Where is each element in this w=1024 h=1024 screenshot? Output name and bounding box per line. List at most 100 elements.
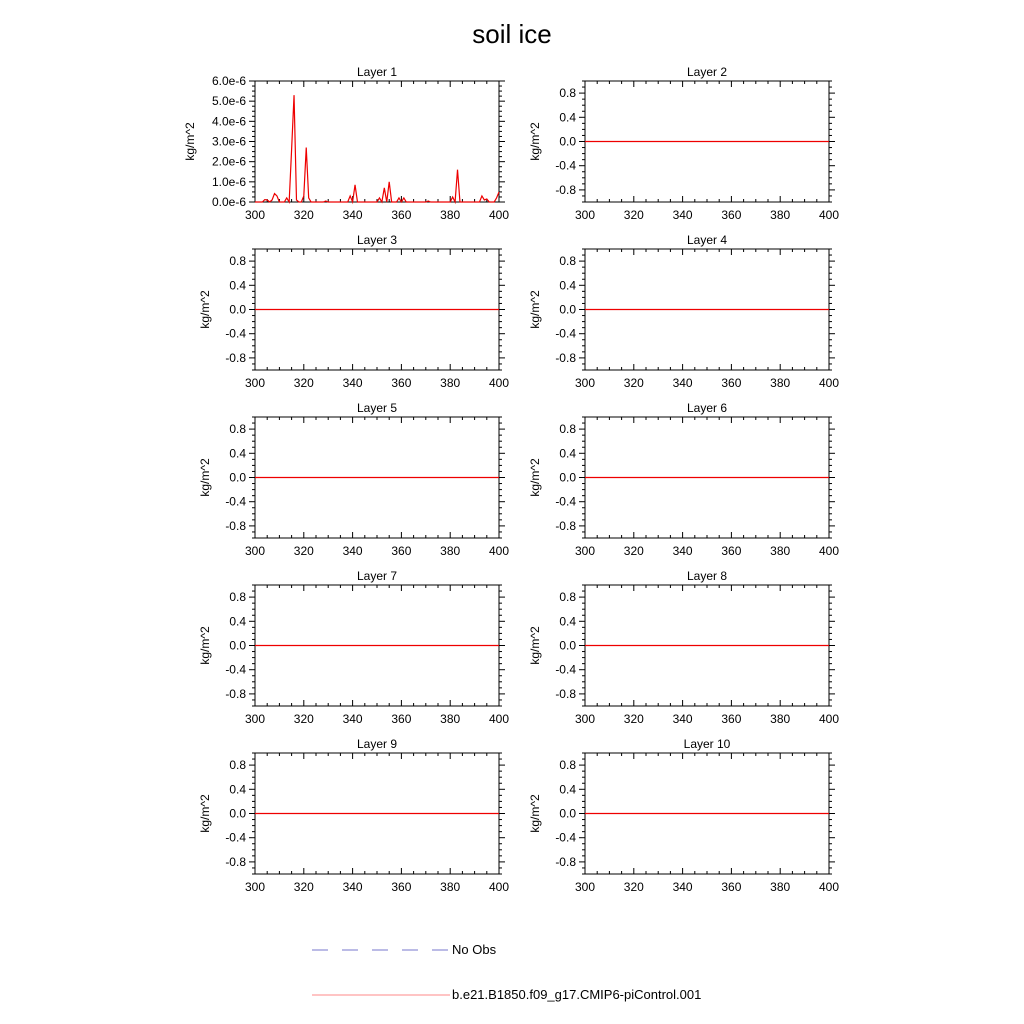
panel-layer-8: Layer 8 300 320 340 360 380 400 0.8 0.4 0.0 -0.4 -0… (528, 569, 839, 726)
panel-layer-4: Layer 4 300 320 340 360 380 400 0.8 0.4 0.0 -0.4 -0… (528, 233, 839, 390)
x-tick-label-layer-5: 360 (391, 544, 411, 558)
y-tick-label-layer-8: -0.4 (555, 663, 576, 677)
y-tick-label-layer-5: 0.4 (229, 446, 246, 460)
panel-title-layer-2: Layer 2 (687, 65, 727, 79)
x-tick-label-layer-3: 320 (294, 376, 314, 390)
x-tick-label-layer-9: 400 (489, 880, 509, 894)
x-tick-label-layer-4: 320 (624, 376, 644, 390)
panel-title-layer-4: Layer 4 (687, 233, 727, 247)
x-tick-label-layer-3: 360 (391, 376, 411, 390)
x-tick-label-layer-8: 340 (673, 712, 693, 726)
panel-title-layer-3: Layer 3 (357, 233, 397, 247)
x-tick-label-layer-3: 340 (343, 376, 363, 390)
y-axis-label-layer-9: kg/m^2 (198, 794, 212, 833)
x-tick-label-layer-4: 380 (770, 376, 790, 390)
panel-layer-5: Layer 5 300 320 340 360 380 400 0.8 0.4 0.0 -0.4 -0… (198, 401, 509, 558)
x-tick-label-layer-3: 380 (440, 376, 460, 390)
panel-layer-9: Layer 9 300 320 340 360 380 400 0.8 0.4 0.0 -0.4 -0… (198, 737, 509, 894)
panel-layer-6: Layer 6 300 320 340 360 380 400 0.8 0.4 0.0 -0.4 -0… (528, 401, 839, 558)
panel-title-layer-6: Layer 6 (687, 401, 727, 415)
y-axis-label-layer-3: kg/m^2 (198, 290, 212, 329)
y-tick-label-layer-10: -0.4 (555, 831, 576, 845)
y-tick-label-layer-5: -0.4 (225, 495, 246, 509)
x-tick-label-layer-1: 340 (343, 208, 363, 222)
panel-layer-2: Layer 2 300 320 340 360 380 400 0.8 0.4 0.0 -0.4 -0… (528, 65, 839, 222)
y-tick-label-layer-2: 0.0 (559, 135, 576, 149)
x-tick-label-layer-2: 300 (575, 208, 595, 222)
y-tick-label-layer-10: 0.8 (559, 758, 576, 772)
y-tick-label-layer-8: -0.8 (555, 687, 576, 701)
x-tick-label-layer-4: 300 (575, 376, 595, 390)
panel-title-layer-9: Layer 9 (357, 737, 397, 751)
y-tick-label-layer-4: 0.8 (559, 254, 576, 268)
x-tick-label-layer-9: 340 (343, 880, 363, 894)
y-axis-label-layer-6: kg/m^2 (528, 458, 542, 497)
y-axis-label-layer-1: kg/m^2 (183, 122, 197, 161)
x-tick-label-layer-10: 400 (819, 880, 839, 894)
y-tick-label-layer-6: -0.4 (555, 495, 576, 509)
legend-item-model: b.e21.B1850.f09_g17.CMIP6-piControl.001 (312, 987, 701, 1002)
x-tick-label-layer-4: 340 (673, 376, 693, 390)
x-tick-label-layer-3: 400 (489, 376, 509, 390)
y-tick-label-layer-9: 0.4 (229, 782, 246, 796)
y-tick-label-layer-7: 0.8 (229, 590, 246, 604)
x-tick-label-layer-5: 400 (489, 544, 509, 558)
x-tick-label-layer-10: 360 (721, 880, 741, 894)
x-tick-label-layer-4: 400 (819, 376, 839, 390)
x-tick-label-layer-2: 380 (770, 208, 790, 222)
y-tick-label-layer-1: 2.0e-6 (212, 155, 246, 169)
y-tick-label-layer-6: 0.0 (559, 471, 576, 485)
y-tick-label-layer-6: 0.4 (559, 446, 576, 460)
panel-layer-3: Layer 3 300 320 340 360 380 400 0.8 0.4 0.0 -0.4 -0… (198, 233, 509, 390)
y-tick-label-layer-10: -0.8 (555, 855, 576, 869)
y-tick-label-layer-4: -0.8 (555, 351, 576, 365)
y-tick-label-layer-1: 4.0e-6 (212, 114, 246, 128)
figure-title: soil ice (472, 19, 551, 49)
panel-title-layer-8: Layer 8 (687, 569, 727, 583)
x-tick-label-layer-8: 320 (624, 712, 644, 726)
y-tick-label-layer-10: 0.4 (559, 782, 576, 796)
panel-grid: Layer 1 300 320 340 360 380 400 0.0e-6 1.0e-6 2.0… (183, 65, 839, 894)
x-tick-label-layer-8: 300 (575, 712, 595, 726)
x-tick-label-layer-6: 360 (721, 544, 741, 558)
x-tick-label-layer-8: 400 (819, 712, 839, 726)
legend-label-no-obs: No Obs (452, 942, 497, 957)
y-axis-label-layer-7: kg/m^2 (198, 626, 212, 665)
x-tick-label-layer-8: 380 (770, 712, 790, 726)
y-tick-label-layer-7: 0.0 (229, 639, 246, 653)
y-axis-label-layer-4: kg/m^2 (528, 290, 542, 329)
x-tick-label-layer-7: 340 (343, 712, 363, 726)
panel-title-layer-10: Layer 10 (684, 737, 731, 751)
x-tick-label-layer-10: 320 (624, 880, 644, 894)
y-tick-label-layer-1: 0.0e-6 (212, 195, 246, 209)
x-tick-label-layer-6: 320 (624, 544, 644, 558)
y-axis-label-layer-10: kg/m^2 (528, 794, 542, 833)
y-tick-label-layer-8: 0.0 (559, 639, 576, 653)
x-tick-label-layer-2: 400 (819, 208, 839, 222)
panel-layer-7: Layer 7 300 320 340 360 380 400 0.8 0.4 0.0 -0.4 -0… (198, 569, 509, 726)
x-tick-label-layer-6: 380 (770, 544, 790, 558)
y-tick-label-layer-4: 0.4 (559, 278, 576, 292)
x-tick-label-layer-2: 340 (673, 208, 693, 222)
y-tick-label-layer-1: 6.0e-6 (212, 74, 246, 88)
x-tick-label-layer-6: 400 (819, 544, 839, 558)
x-tick-label-layer-6: 340 (673, 544, 693, 558)
y-tick-label-layer-1: 3.0e-6 (212, 135, 246, 149)
panel-title-layer-5: Layer 5 (357, 401, 397, 415)
x-tick-label-layer-4: 360 (721, 376, 741, 390)
x-tick-label-layer-1: 380 (440, 208, 460, 222)
y-tick-label-layer-10: 0.0 (559, 807, 576, 821)
y-tick-label-layer-2: 0.8 (559, 86, 576, 100)
x-tick-label-layer-1: 300 (245, 208, 265, 222)
x-tick-label-layer-7: 320 (294, 712, 314, 726)
x-tick-label-layer-6: 300 (575, 544, 595, 558)
y-tick-label-layer-6: -0.8 (555, 519, 576, 533)
y-tick-label-layer-1: 5.0e-6 (212, 94, 246, 108)
x-tick-label-layer-2: 360 (721, 208, 741, 222)
x-tick-label-layer-9: 360 (391, 880, 411, 894)
x-tick-label-layer-9: 380 (440, 880, 460, 894)
y-tick-label-layer-8: 0.4 (559, 614, 576, 628)
y-tick-label-layer-9: -0.8 (225, 855, 246, 869)
y-tick-label-layer-7: 0.4 (229, 614, 246, 628)
